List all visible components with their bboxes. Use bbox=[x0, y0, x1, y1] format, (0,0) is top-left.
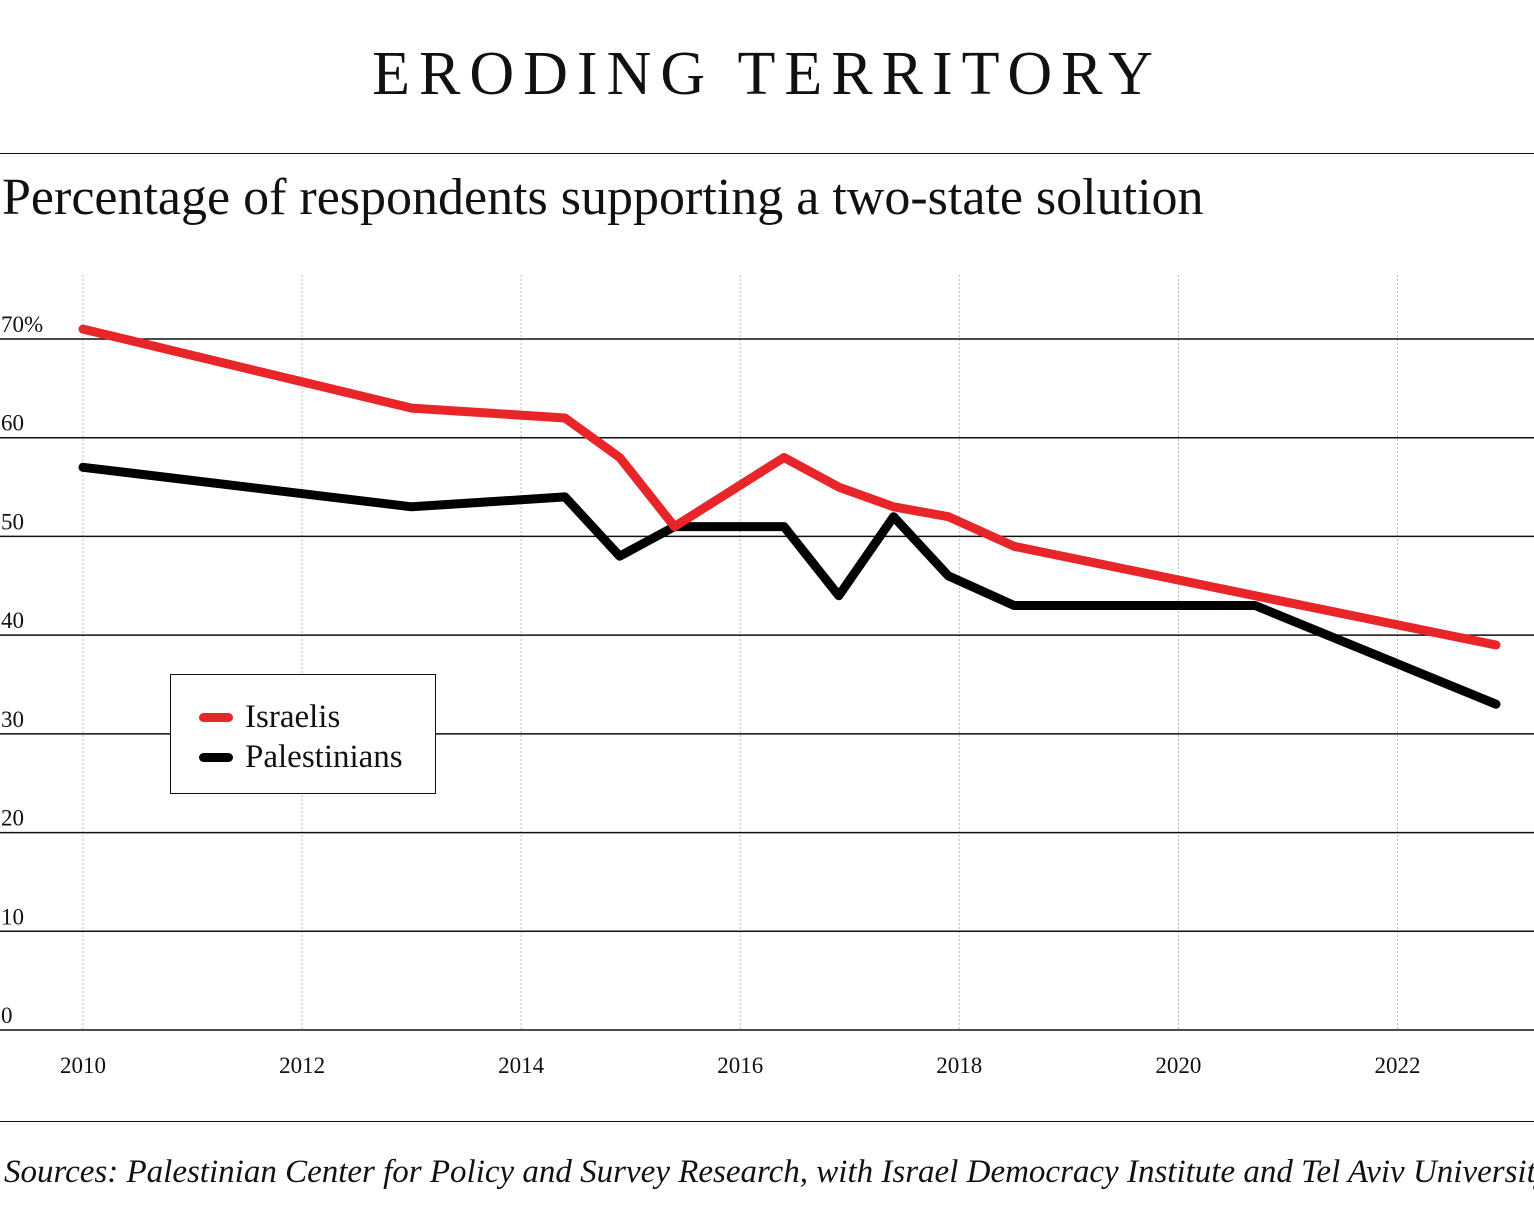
data-series bbox=[78, 324, 1501, 709]
source-note: Sources: Palestinian Center for Policy a… bbox=[4, 1154, 1534, 1190]
x-tick-label-2016: 2016 bbox=[717, 1053, 763, 1078]
y-tick-label-20: 20 bbox=[1, 806, 24, 831]
bottom-divider bbox=[0, 1121, 1534, 1122]
legend-label-israelis: Israelis bbox=[245, 698, 341, 735]
y-tick-label-40: 40 bbox=[1, 608, 24, 633]
y-tick-label-70: 70% bbox=[1, 312, 43, 337]
y-tick-label-30: 30 bbox=[1, 707, 24, 732]
vertical-gridlines bbox=[82, 275, 1398, 1030]
x-tick-label-2012: 2012 bbox=[279, 1053, 325, 1078]
legend-swatch-palestinians bbox=[199, 752, 233, 762]
legend: Israelis Palestinians bbox=[170, 674, 436, 794]
x-tick-label-2020: 2020 bbox=[1155, 1053, 1201, 1078]
x-tick-label-2014: 2014 bbox=[498, 1053, 545, 1078]
series-line-israelis bbox=[78, 324, 1501, 650]
legend-item-palestinians: Palestinians bbox=[199, 737, 403, 777]
x-axis-tick-labels: 2010 2012 2014 2016 2018 2020 2022 bbox=[60, 1053, 1420, 1078]
x-tick-label-2010: 2010 bbox=[60, 1053, 106, 1078]
x-tick-label-2022: 2022 bbox=[1374, 1053, 1420, 1078]
legend-label-palestinians: Palestinians bbox=[245, 738, 403, 775]
chart-title: ERODING TERRITORY bbox=[372, 40, 1162, 108]
x-tick-label-2018: 2018 bbox=[936, 1053, 982, 1078]
legend-item-israelis: Israelis bbox=[199, 697, 340, 737]
top-divider bbox=[0, 153, 1534, 154]
y-tick-label-60: 60 bbox=[1, 411, 24, 436]
series-line-palestinians bbox=[78, 462, 1501, 709]
y-tick-label-10: 10 bbox=[1, 904, 24, 929]
legend-swatch-israelis bbox=[199, 712, 233, 722]
chart-subtitle: Percentage of respondents supporting a t… bbox=[2, 169, 1204, 226]
y-tick-label-0: 0 bbox=[1, 1003, 13, 1028]
y-tick-label-50: 50 bbox=[1, 509, 24, 534]
y-axis-tick-labels: 0 10 20 30 40 50 60 70% bbox=[1, 312, 43, 1028]
